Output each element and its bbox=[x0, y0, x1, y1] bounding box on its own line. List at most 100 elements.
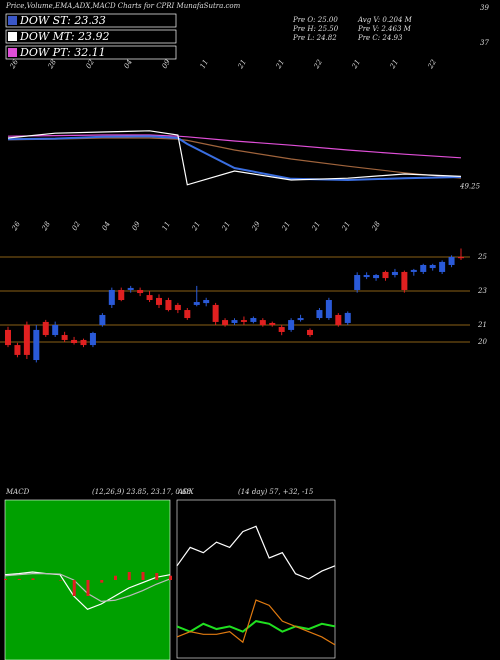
candle-body bbox=[288, 320, 295, 330]
candle-body bbox=[250, 318, 257, 322]
date-label: 26 bbox=[10, 220, 22, 233]
date-label: 11 bbox=[161, 220, 172, 232]
candle-body bbox=[458, 257, 464, 259]
candle-body bbox=[118, 289, 125, 301]
macd-bar bbox=[155, 573, 159, 580]
candle-body bbox=[344, 312, 351, 323]
date-label: 26 bbox=[8, 58, 20, 71]
date-label: 21 bbox=[340, 220, 352, 233]
info-text: Pre V: 2.463 M bbox=[357, 25, 412, 33]
macd-bar bbox=[72, 580, 76, 596]
candle-body bbox=[184, 310, 191, 319]
ema-line bbox=[7, 137, 462, 179]
candle-body bbox=[231, 320, 238, 323]
chart-title: Price,Volume,EMA,ADX,MACD Charts for CPR… bbox=[5, 2, 241, 10]
candle-body bbox=[42, 321, 49, 336]
macd-bar bbox=[114, 575, 117, 580]
date-label: 28 bbox=[370, 220, 382, 233]
date-label: 28 bbox=[46, 58, 58, 71]
legend-swatch bbox=[8, 16, 17, 25]
info-text: Pre O: 25.00 bbox=[292, 16, 338, 24]
candle-body bbox=[61, 335, 68, 340]
macd-bar bbox=[4, 578, 7, 580]
candle-body bbox=[363, 275, 370, 278]
candle-body bbox=[420, 264, 427, 272]
date-label: 21 bbox=[350, 58, 362, 71]
date-label: 29 bbox=[250, 220, 262, 233]
candle-body bbox=[174, 304, 181, 311]
legend-swatch bbox=[8, 48, 17, 57]
y-tick-label: 25 bbox=[477, 253, 487, 261]
candle-body bbox=[307, 329, 313, 336]
adx-line bbox=[176, 620, 336, 633]
date-label: 02 bbox=[85, 58, 97, 70]
date-label: 21 bbox=[220, 220, 232, 233]
info-text: Pre L: 24.82 bbox=[292, 34, 337, 42]
date-label: 21 bbox=[310, 220, 322, 233]
panel-subtitle: (12,26,9) 23.85, 23.17, 0.68 bbox=[92, 488, 192, 496]
candle-body bbox=[146, 295, 153, 301]
candle-body bbox=[156, 297, 162, 305]
candle-body bbox=[137, 289, 144, 294]
macd-bar bbox=[17, 578, 21, 580]
date-label: 09 bbox=[161, 58, 173, 70]
panel-title: MACD bbox=[5, 488, 30, 496]
date-label: 21 bbox=[280, 220, 292, 233]
axis-label: 39 bbox=[480, 4, 489, 12]
macd-bar bbox=[59, 580, 62, 581]
date-label: 04 bbox=[101, 220, 112, 232]
candle-body bbox=[269, 322, 276, 325]
panel-subtitle: (14 day) 57, +32, -15 bbox=[238, 488, 314, 496]
candle-body bbox=[335, 314, 342, 325]
candle-body bbox=[448, 257, 455, 265]
candle-body bbox=[193, 302, 200, 305]
adx-line bbox=[176, 525, 336, 580]
candle-body bbox=[33, 329, 40, 361]
macd-bar bbox=[31, 578, 35, 580]
candle-body bbox=[14, 345, 21, 355]
candle-body bbox=[391, 271, 398, 276]
macd-bar bbox=[86, 580, 90, 596]
candle-body bbox=[240, 320, 247, 322]
panel-title: ADX bbox=[177, 488, 195, 496]
macd-bar bbox=[127, 572, 131, 580]
candle-body bbox=[410, 269, 417, 272]
macd-bar bbox=[169, 575, 172, 580]
date-label: 22 bbox=[312, 58, 324, 71]
info-text: Pre C: 24.93 bbox=[357, 34, 403, 42]
legend-box bbox=[5, 29, 177, 44]
candle-body bbox=[80, 339, 87, 346]
candle-body bbox=[316, 310, 323, 319]
legend-label: DOW PT: 32.11 bbox=[19, 46, 106, 59]
legend-label: DOW MT: 23.92 bbox=[19, 30, 110, 43]
date-label: 21 bbox=[274, 58, 286, 71]
date-label: 28 bbox=[40, 220, 52, 233]
candle-body bbox=[89, 332, 96, 346]
axis-label: 37 bbox=[480, 39, 489, 47]
candle-body bbox=[222, 320, 229, 325]
y-tick-label: 23 bbox=[477, 287, 487, 295]
ema-line bbox=[7, 135, 462, 182]
date-label: 09 bbox=[131, 220, 143, 232]
candle-body bbox=[439, 261, 446, 272]
date-label: 21 bbox=[388, 58, 400, 71]
ema-line bbox=[7, 130, 462, 186]
date-label: 02 bbox=[71, 220, 83, 232]
macd-bar bbox=[100, 580, 104, 583]
candle-body bbox=[382, 271, 389, 279]
candle-body bbox=[259, 320, 266, 325]
candle-body bbox=[99, 314, 106, 325]
legend-box bbox=[5, 45, 177, 60]
y-tick-label: 49.25 bbox=[459, 183, 481, 191]
legend-swatch bbox=[8, 32, 17, 41]
date-label: 11 bbox=[199, 58, 210, 70]
candle-body bbox=[203, 300, 210, 304]
date-label: 21 bbox=[190, 220, 202, 233]
adx-line bbox=[176, 599, 336, 646]
candle-body bbox=[212, 304, 219, 322]
ema-line bbox=[7, 134, 462, 159]
candle-body bbox=[23, 325, 30, 355]
date-label: 21 bbox=[236, 58, 248, 71]
y-tick-label: 21 bbox=[477, 321, 487, 329]
macd-bar bbox=[141, 572, 145, 580]
